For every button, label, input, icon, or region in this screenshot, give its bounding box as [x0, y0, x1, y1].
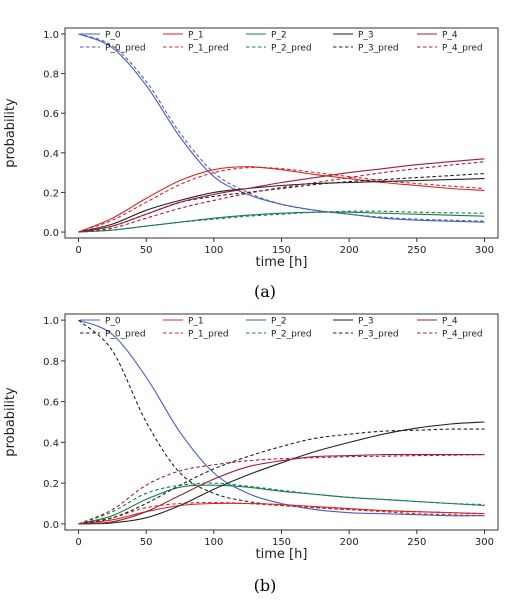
legend-label: P_3	[358, 317, 374, 327]
x-tick-label: 250	[407, 537, 426, 548]
y-tick-label: 1.0	[43, 316, 59, 327]
legend-label: P_3_pred	[358, 330, 399, 340]
legend-label: P_2	[271, 31, 287, 41]
legend-label: P_3_pred	[358, 44, 399, 54]
y-axis-label: probability	[3, 98, 18, 168]
legend-label: P_4_pred	[442, 44, 483, 54]
legend-label: P_4	[442, 317, 458, 327]
series-line-p-2	[78, 484, 485, 525]
legend-label: P_2_pred	[271, 330, 312, 340]
legend-label: P_0_pred	[105, 330, 146, 340]
x-tick-label: 150	[272, 537, 291, 548]
y-tick-label: 0.4	[43, 438, 59, 449]
x-tick-label: 0	[75, 245, 81, 256]
series-line-p-2	[78, 211, 485, 233]
legend-label: P_0_pred	[105, 44, 146, 54]
legend-label: P_2	[271, 317, 287, 327]
y-tick-label: 0.8	[43, 70, 59, 81]
series-line-p-0-pred	[78, 319, 485, 515]
series-line-p-4	[78, 453, 485, 525]
y-tick-label: 0.2	[43, 479, 59, 490]
chart-b: 0.0 0.2 0.4 0.6 0.8 1.0 0 50 100 150 200 250 300 time…	[3, 313, 499, 562]
x-tick-label: 300	[475, 245, 494, 256]
y-tick-label: 0.6	[43, 398, 59, 409]
y-tick-label: 0.0	[43, 228, 59, 239]
series-line-p-0	[78, 319, 485, 517]
x-tick-label: 100	[204, 537, 223, 548]
series-line-p-3-pred	[78, 173, 485, 233]
x-tick-label: 50	[140, 537, 153, 548]
y-tick-label: 1.0	[43, 30, 59, 41]
x-tick-label: 300	[475, 537, 494, 548]
legend-label: P_1	[188, 317, 204, 327]
plot-frame	[64, 313, 499, 531]
series-line-p-1-pred	[78, 166, 485, 233]
caption-b: (b)	[253, 576, 277, 595]
series-line-p-3	[78, 178, 485, 233]
x-tick-label: 50	[140, 245, 153, 256]
chart-panel-b: 0.0 0.2 0.4 0.6 0.8 1.0 0 50 100 150 200 250 300 time…	[0, 302, 530, 604]
series-line-p-3-pred	[78, 428, 485, 525]
x-tick-label: 200	[340, 537, 359, 548]
series-line-p-3	[78, 421, 485, 525]
x-tick-label: 200	[340, 245, 359, 256]
y-tick-label: 0.4	[43, 149, 59, 160]
x-tick-label: 250	[407, 245, 426, 256]
legend-label: P_2_pred	[271, 44, 312, 54]
legend-label: P_1_pred	[188, 44, 229, 54]
legend-label: P_4_pred	[442, 330, 483, 340]
chart-a: 0.0 0.2 0.4 0.6 0.8 1.0 0 50 100 150 200 250 300 time…	[3, 27, 499, 270]
series-line-p-1	[78, 166, 485, 233]
legend-label: P_1	[188, 31, 204, 41]
y-tick-label: 0.6	[43, 109, 59, 120]
y-tick-label: 0.2	[43, 188, 59, 199]
series-line-p-1	[78, 502, 485, 525]
legend-label: P_1_pred	[188, 330, 229, 340]
x-tick-label: 100	[204, 245, 223, 256]
series-line-p-1-pred	[78, 501, 485, 525]
series-line-p-4-pred	[78, 454, 485, 525]
series-line-p-0-pred	[78, 33, 485, 222]
x-tick-label: 0	[75, 537, 81, 548]
series-line-p-2-pred	[78, 210, 485, 233]
chart-panel-a: 0.0 0.2 0.4 0.6 0.8 1.0 0 50 100 150 200 250 300 time…	[3, 27, 499, 301]
legend-label: P_3	[358, 31, 374, 41]
x-axis-label: time [h]	[256, 255, 308, 270]
y-tick-label: 0.0	[43, 520, 59, 531]
series-line-p-2-pred	[78, 482, 485, 525]
series-line-p-4-pred	[78, 161, 485, 233]
y-axis-label: probability	[3, 387, 18, 457]
y-tick-label: 0.8	[43, 357, 59, 368]
x-axis-label: time [h]	[256, 547, 308, 562]
series-line-p-0	[78, 33, 485, 223]
caption-a: (a)	[253, 282, 277, 301]
legend-label: P_0	[105, 31, 121, 41]
plot-frame	[64, 27, 499, 239]
legend-label: P_4	[442, 31, 458, 41]
x-tick-label: 150	[272, 245, 291, 256]
legend-label: P_0	[105, 317, 121, 327]
series-line-p-4	[78, 158, 485, 233]
